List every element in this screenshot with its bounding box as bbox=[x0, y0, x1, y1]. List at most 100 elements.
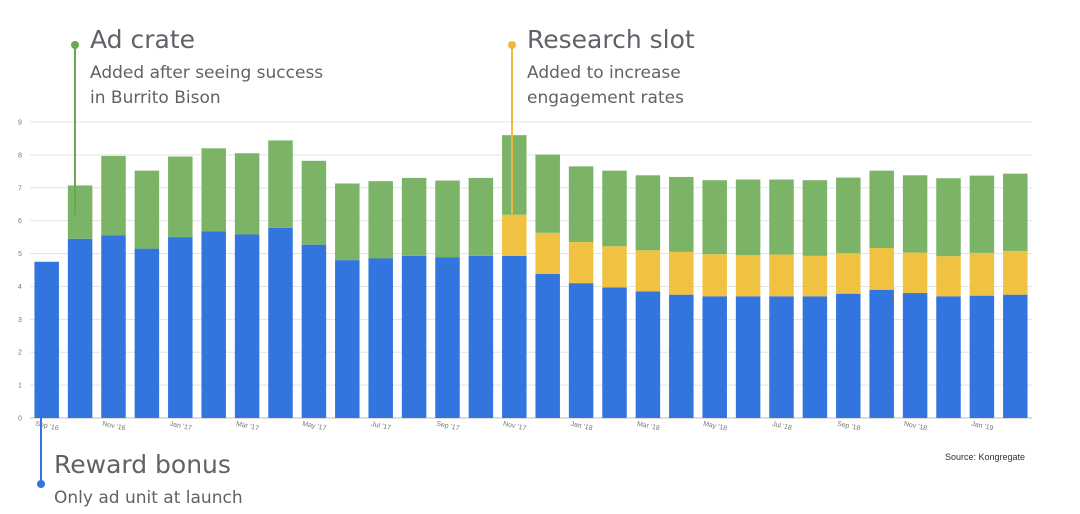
y-tick-label: 8 bbox=[18, 152, 22, 159]
bar-segment-reward-bonus bbox=[368, 258, 393, 418]
bar-segment-research-slot bbox=[1003, 250, 1028, 295]
x-tick-label: Sep '17 bbox=[436, 421, 461, 433]
y-tick-label: 4 bbox=[18, 284, 22, 291]
bar-segment-reward-bonus bbox=[602, 287, 627, 418]
bar-segment-reward-bonus bbox=[836, 293, 861, 418]
bar-segment-reward-bonus bbox=[34, 261, 59, 418]
bar-segment-ad-crate bbox=[902, 175, 928, 253]
bar-segment-reward-bonus bbox=[669, 294, 694, 418]
research-slot-annotation: Research slot Added to increase engageme… bbox=[508, 25, 695, 215]
reward-bonus-marker bbox=[37, 480, 45, 488]
bar-segment-research-slot bbox=[568, 242, 594, 284]
bar-segment-reward-bonus bbox=[936, 296, 961, 418]
bar-segment-research-slot bbox=[969, 252, 995, 296]
research-slot-title: Research slot bbox=[527, 25, 695, 54]
bar-segment-reward-bonus bbox=[134, 248, 160, 418]
x-tick-label: May '18 bbox=[702, 421, 727, 433]
bar-segment-ad-crate bbox=[502, 135, 527, 215]
bar-segment-ad-crate bbox=[201, 148, 226, 232]
bar-segment-reward-bonus bbox=[67, 238, 93, 418]
bar-segment-ad-crate bbox=[1003, 173, 1028, 251]
bar-segment-ad-crate bbox=[67, 185, 93, 239]
bar-segment-research-slot bbox=[836, 253, 861, 294]
bar-segment-reward-bonus bbox=[301, 244, 327, 418]
y-tick-label: 6 bbox=[18, 218, 22, 225]
bar-segment-reward-bonus bbox=[468, 255, 494, 418]
bar-segment-ad-crate bbox=[568, 166, 594, 243]
bar-segment-reward-bonus bbox=[769, 296, 794, 418]
bar-segment-research-slot bbox=[669, 251, 694, 295]
bar-segment-reward-bonus bbox=[234, 234, 260, 418]
bar-segment-research-slot bbox=[502, 214, 527, 256]
bar-segment-ad-crate bbox=[134, 170, 160, 249]
x-tick-label: Nov '17 bbox=[502, 421, 527, 433]
bar-segment-reward-bonus bbox=[201, 231, 226, 418]
bar-segment-ad-crate bbox=[702, 180, 727, 255]
bar-segment-reward-bonus bbox=[101, 235, 126, 418]
bar-segment-reward-bonus bbox=[401, 255, 427, 418]
gridlines bbox=[30, 121, 1032, 419]
bar-segment-ad-crate bbox=[468, 177, 494, 256]
bar-segment-research-slot bbox=[802, 255, 828, 297]
bar-segment-ad-crate bbox=[802, 180, 828, 256]
ad-crate-marker bbox=[71, 41, 79, 49]
bar-segment-ad-crate bbox=[969, 175, 995, 253]
bar-segment-ad-crate bbox=[869, 170, 894, 248]
bar-segment-research-slot bbox=[936, 256, 961, 297]
x-tick-label: Jan '19 bbox=[971, 421, 994, 433]
reward-bonus-annotation: Reward bonus Only ad unit at launch bbox=[37, 300, 243, 508]
x-tick-label: Mar '17 bbox=[235, 421, 259, 433]
bar-segment-research-slot bbox=[535, 232, 560, 274]
x-axis-ticks: Sep '16 Nov '16 Jan '17 Mar '17 May '17 Jul '… bbox=[35, 421, 994, 433]
x-tick-label: Nov '16 bbox=[102, 421, 127, 433]
bar-segment-research-slot bbox=[702, 254, 727, 297]
bar-segment-ad-crate bbox=[335, 183, 360, 261]
bars bbox=[34, 135, 1028, 418]
bar-segment-reward-bonus bbox=[168, 237, 193, 418]
reward-bonus-subtitle: Only ad unit at launch bbox=[54, 488, 243, 508]
bar-segment-research-slot bbox=[602, 246, 627, 288]
x-tick-label: Jul '18 bbox=[771, 421, 792, 432]
research-slot-subtitle-line1: Added to increase bbox=[527, 63, 681, 83]
x-tick-label: Jan '18 bbox=[570, 421, 593, 433]
ad-crate-annotation: Ad crate Added after seeing success in B… bbox=[71, 25, 323, 215]
bar-segment-ad-crate bbox=[936, 178, 961, 257]
y-tick-label: 7 bbox=[18, 185, 22, 192]
bar-segment-reward-bonus bbox=[969, 295, 995, 418]
source-credit: Source: Kongregate bbox=[945, 452, 1025, 462]
bar-segment-research-slot bbox=[869, 247, 894, 290]
bar-segment-ad-crate bbox=[635, 175, 661, 251]
bar-segment-reward-bonus bbox=[902, 293, 928, 418]
ad-crate-title: Ad crate bbox=[90, 25, 195, 54]
y-tick-label: 5 bbox=[18, 251, 22, 258]
bar-segment-ad-crate bbox=[435, 180, 460, 258]
bar-segment-reward-bonus bbox=[435, 257, 460, 418]
y-tick-label: 2 bbox=[18, 350, 22, 357]
bar-segment-ad-crate bbox=[401, 177, 427, 256]
bar-segment-ad-crate bbox=[168, 156, 193, 238]
bar-segment-research-slot bbox=[769, 254, 794, 297]
bar-segment-ad-crate bbox=[368, 181, 393, 259]
research-slot-marker bbox=[508, 41, 516, 49]
bar-segment-reward-bonus bbox=[335, 260, 360, 418]
bar-segment-ad-crate bbox=[234, 153, 260, 235]
ad-crate-subtitle-line2: in Burrito Bison bbox=[90, 88, 221, 108]
bar-segment-reward-bonus bbox=[568, 283, 594, 418]
bar-segment-ad-crate bbox=[535, 154, 560, 233]
bar-segment-reward-bonus bbox=[502, 255, 527, 418]
bar-segment-reward-bonus bbox=[735, 296, 761, 418]
ad-crate-subtitle-line1: Added after seeing success bbox=[90, 63, 323, 83]
x-tick-label: Jan '17 bbox=[169, 421, 192, 433]
bar-segment-reward-bonus bbox=[1003, 294, 1028, 418]
bar-segment-reward-bonus bbox=[635, 291, 661, 418]
x-tick-label: Nov '18 bbox=[903, 421, 928, 433]
bar-segment-ad-crate bbox=[769, 179, 794, 255]
bar-segment-ad-crate bbox=[836, 177, 861, 254]
bar-segment-ad-crate bbox=[669, 176, 694, 252]
bar-segment-reward-bonus bbox=[268, 227, 293, 418]
bar-segment-reward-bonus bbox=[535, 273, 560, 418]
research-slot-subtitle-line2: engagement rates bbox=[527, 88, 684, 108]
y-tick-label: 3 bbox=[18, 317, 22, 324]
x-tick-label: Jul '17 bbox=[370, 421, 391, 432]
